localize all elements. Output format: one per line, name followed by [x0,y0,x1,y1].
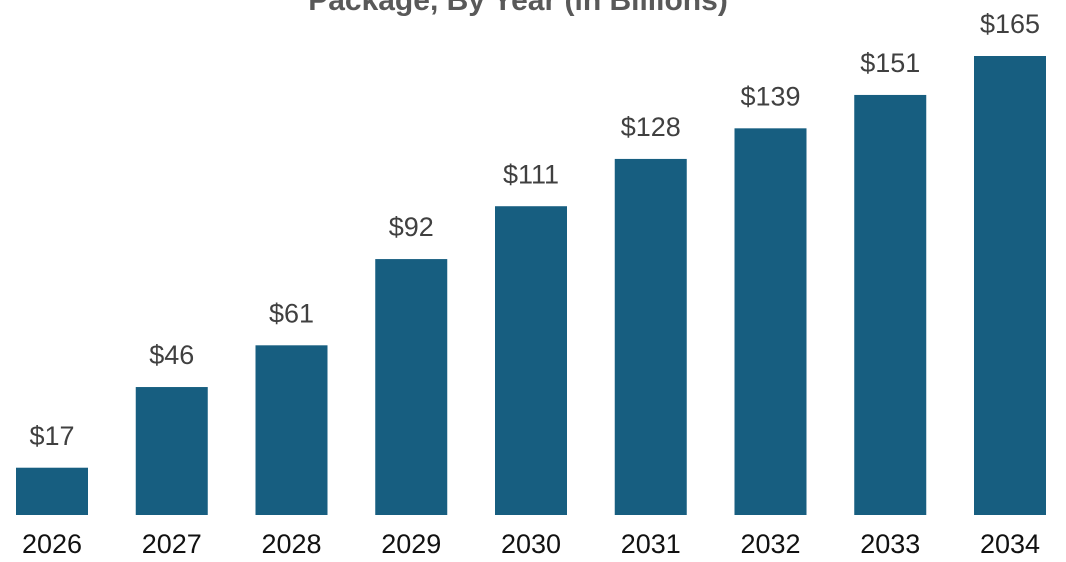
x-tick-label: 2034 [980,529,1040,559]
x-tick-label: 2028 [261,529,321,559]
x-tick-label: 2030 [501,529,561,559]
bar [495,206,567,515]
bar [614,158,687,515]
x-tick-label: 2031 [621,529,681,559]
chart-title: Package, By Year (in Billions) [308,0,728,17]
bar [255,345,328,515]
value-label: $139 [740,81,800,111]
bar [854,94,927,515]
bar [734,128,807,515]
value-label: $128 [621,112,681,142]
value-label: $92 [389,212,434,242]
value-label: $151 [860,48,920,78]
value-label: $165 [980,9,1040,39]
x-tick-label: 2027 [142,529,202,559]
value-label: $111 [503,159,559,189]
bar [375,259,448,515]
bar [135,387,208,515]
value-label: $46 [149,340,194,370]
x-tick-label: 2026 [22,529,82,559]
bar [16,467,88,515]
x-tick-label: 2033 [860,529,920,559]
x-tick-label: 2029 [381,529,441,559]
x-tick-label: 2032 [740,529,800,559]
value-label: $17 [29,421,74,451]
bar [974,56,1046,515]
value-label: $61 [269,298,314,328]
